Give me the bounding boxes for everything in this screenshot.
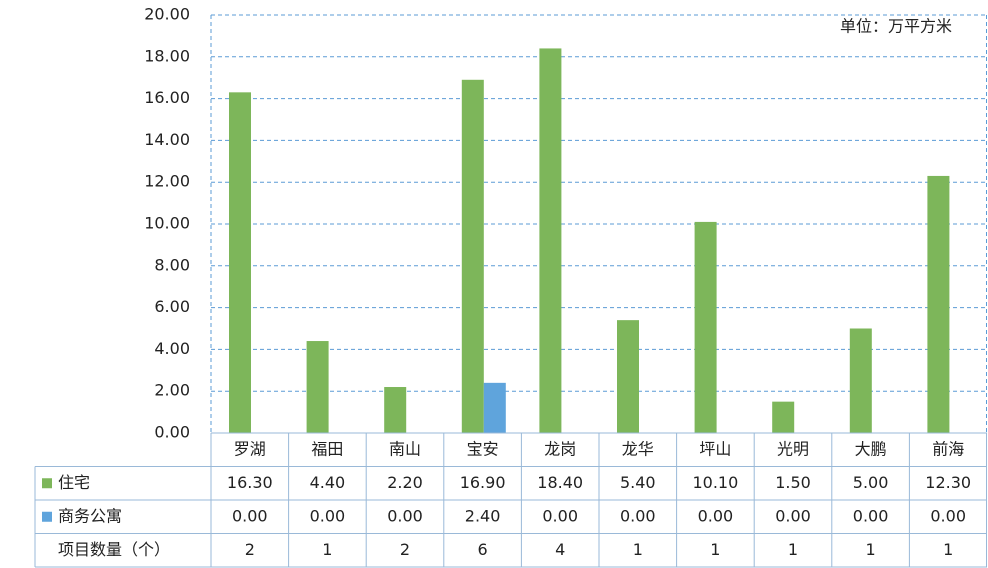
bar [694,221,717,433]
table-value: 2.20 [387,473,423,492]
y-tick-label: 16.00 [144,88,190,107]
x-tick-label: 龙华 [622,439,654,458]
table-value: 0.00 [232,506,268,525]
legend-marker [42,478,52,489]
y-tick-label: 14.00 [144,130,190,149]
bar [483,382,506,433]
table-value: 12.30 [925,473,971,492]
table-value: 16.30 [227,473,273,492]
y-tick-label: 6.00 [154,297,190,316]
table-value: 10.10 [692,473,738,492]
table-value: 0.00 [930,506,966,525]
table-value: 2 [245,540,255,559]
table-value: 1 [866,540,876,559]
table-value: 0.00 [542,506,578,525]
bar [617,320,639,433]
bar [772,401,795,433]
table-value: 18.40 [537,473,583,492]
x-tick-label: 大鹏 [855,439,887,458]
table-value: 0.00 [387,506,423,525]
table-value: 1 [322,540,332,559]
y-tick-label: 10.00 [144,214,190,233]
x-tick-label: 南山 [389,439,421,458]
row-label: 项目数量（个） [58,540,170,559]
y-tick-label: 4.00 [154,339,190,358]
table-value: 0.00 [698,506,734,525]
y-tick-label: 18.00 [144,46,190,65]
legend-label: 住宅 [58,473,90,492]
legend-marker [42,511,52,522]
table-value: 0.00 [775,506,811,525]
bar [461,79,484,433]
table-value: 6 [478,540,488,559]
table-value: 1 [710,540,720,559]
table-value: 5.40 [620,473,656,492]
bar [927,175,950,433]
table-value: 0.00 [853,506,889,525]
table-value: 5.00 [853,473,889,492]
table-value: 1 [633,540,643,559]
table-value: 2 [400,540,410,559]
y-tick-label: 0.00 [154,423,190,442]
unit-annotation: 单位：万平方米 [840,17,952,36]
x-tick-label: 罗湖 [234,439,266,458]
table-value: 0.00 [620,506,656,525]
table-value: 4.40 [310,473,346,492]
y-tick-label: 20.00 [144,5,190,24]
x-tick-label: 坪山 [699,439,731,458]
table-value: 2.40 [465,506,501,525]
bar [306,341,329,433]
bar [539,48,562,433]
x-tick-label: 龙岗 [544,439,576,458]
table-value: 1 [943,540,953,559]
y-tick-label: 2.00 [154,381,190,400]
x-tick-label: 福田 [311,439,343,458]
bar [849,328,872,433]
table-value: 4 [555,540,565,559]
table-value: 0.00 [310,506,346,525]
legend-label: 商务公寓 [58,506,122,525]
bar [384,387,407,433]
x-tick-label: 前海 [932,439,964,458]
x-tick-label: 光明 [777,439,809,458]
table-value: 1 [788,540,798,559]
table-value: 1.50 [775,473,811,492]
x-tick-label: 宝安 [467,439,499,458]
bar [229,92,251,433]
y-tick-label: 12.00 [144,172,190,191]
y-tick-label: 8.00 [154,255,190,274]
table-value: 16.90 [460,473,506,492]
